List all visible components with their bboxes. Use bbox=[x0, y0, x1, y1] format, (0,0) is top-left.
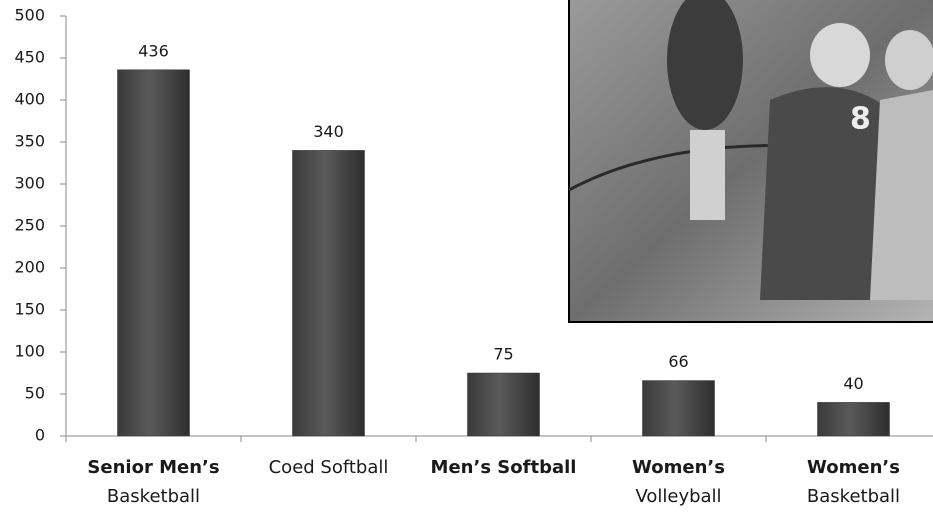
bar bbox=[817, 402, 890, 437]
y-tick-label: 300 bbox=[14, 174, 45, 193]
y-tick-label: 150 bbox=[14, 300, 45, 319]
y-tick-label: 100 bbox=[14, 342, 45, 361]
bar bbox=[467, 372, 540, 437]
bar bbox=[642, 380, 715, 437]
x-tick-label: Basketball bbox=[807, 486, 900, 507]
x-tick-label: Coed Softball bbox=[269, 457, 389, 478]
x-tick-label: Women’s bbox=[632, 457, 725, 478]
value-label: 66 bbox=[668, 352, 688, 371]
x-tick-label: Senior Men’s bbox=[87, 457, 219, 478]
y-tick-label: 0 bbox=[35, 426, 45, 445]
y-tick-label: 500 bbox=[14, 6, 45, 25]
y-tick-label: 200 bbox=[14, 258, 45, 277]
bar bbox=[292, 150, 365, 437]
y-tick-label: 50 bbox=[25, 384, 45, 403]
x-tick-label: Women’s bbox=[807, 457, 900, 478]
svg-text:8: 8 bbox=[850, 102, 871, 137]
value-label: 75 bbox=[493, 345, 513, 364]
bar bbox=[117, 69, 190, 437]
x-tick-label: Men’s Softball bbox=[431, 457, 577, 478]
photo: 8 bbox=[568, 0, 933, 323]
value-label: 340 bbox=[313, 122, 344, 141]
x-tick-label: Basketball bbox=[107, 486, 200, 507]
x-tick-label: Volleyball bbox=[635, 486, 721, 507]
value-label: 436 bbox=[138, 41, 169, 60]
value-label: 40 bbox=[843, 374, 863, 393]
plot: 0 50 100 150 200 250 300 350 400 450 500 Senior Men… bbox=[14, 6, 933, 507]
y-tick-label: 450 bbox=[14, 48, 45, 67]
y-tick-label: 400 bbox=[14, 90, 45, 109]
y-tick-label: 350 bbox=[14, 132, 45, 151]
y-tick-label: 250 bbox=[14, 216, 45, 235]
